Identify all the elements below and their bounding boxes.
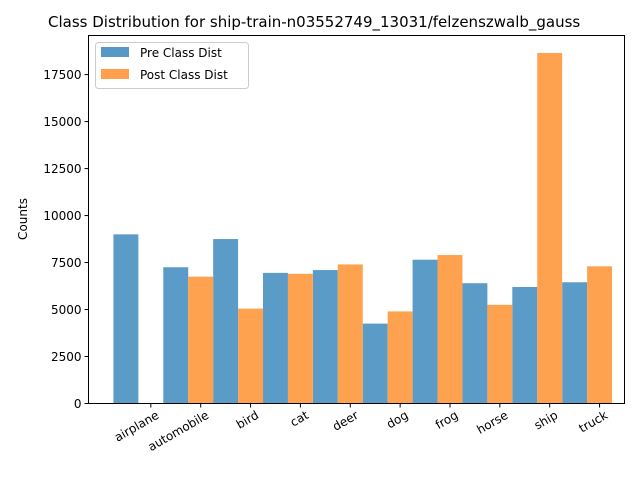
legend: Pre Class Dist Post Class Dist [95,42,249,89]
bar-pre-horse [462,283,488,404]
chart-title: Class Distribution for ship-train-n03552… [48,13,580,32]
legend-label-pre: Pre Class Dist [140,46,222,60]
y-tick-label: 0 [74,397,82,411]
bar-post-frog [437,255,463,404]
y-tick-label: 7500 [51,256,82,270]
x-tick-label-cat: cat [288,408,311,430]
bar-post-truck [587,266,613,404]
plot-frame [88,35,625,404]
x-tick-label-ship: ship [532,408,560,433]
bar-post-deer [337,264,363,404]
x-tick-label-deer: deer [330,408,361,434]
legend-swatch-pre [101,47,129,57]
y-tick-label: 12500 [43,162,81,176]
x-tick-label-truck: truck [576,408,610,436]
legend-swatch-post [101,69,129,79]
x-tick-label-horse: horse [474,408,510,437]
y-tick-label: 10000 [43,209,81,223]
x-tick-label-bird: bird [234,408,261,432]
bar-pre-frog [412,259,438,404]
y-axis-label: Counts [16,198,30,240]
bar-post-bird [238,308,264,404]
y-tick-label: 2500 [51,350,82,364]
bar-post-dog [387,311,413,404]
bar-pre-deer [312,270,338,404]
bar-post-ship [537,52,563,404]
y-axis: 0 2500 5000 7500 10000 12500 15000 17500 [43,68,89,411]
bar-pre-ship [512,286,538,404]
x-tick-label-frog: frog [433,408,461,432]
bar-pre-cat [263,272,288,404]
bars [113,52,613,404]
bar-pre-truck [562,282,588,404]
bar-pre-airplane [113,234,139,404]
bar-pre-dog [362,323,388,404]
y-tick-label: 15000 [43,115,81,129]
bar-pre-automobile [163,267,189,404]
y-tick-label: 17500 [43,68,81,82]
y-tick-label: 5000 [51,303,82,317]
bar-post-automobile [188,276,214,404]
bar-pre-bird [213,239,239,404]
legend-label-post: Post Class Dist [140,68,228,82]
x-tick-label-dog: dog [384,408,411,431]
legend-box [95,42,249,89]
bar-post-cat [287,273,313,404]
bar-post-horse [487,304,513,404]
